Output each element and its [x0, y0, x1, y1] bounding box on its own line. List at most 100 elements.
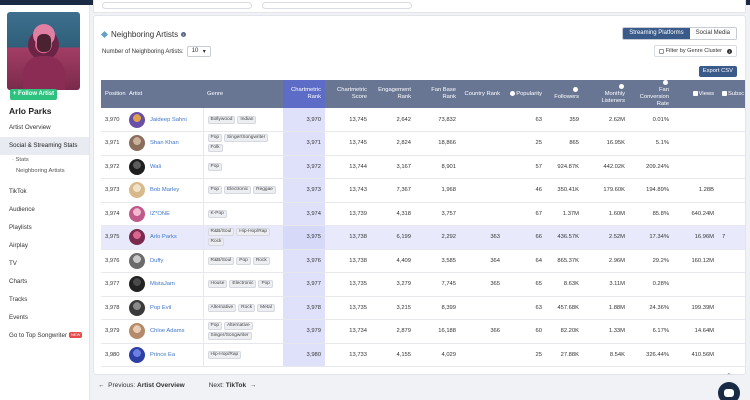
artist-link[interactable]: Pop Evil [150, 304, 172, 311]
col-header-chartmetric-rank[interactable]: Chartmetric Rank [283, 80, 325, 109]
table-row[interactable]: 3,971 Shan Khan Pop Singer/Songwriter Folk 3,… [101, 131, 745, 156]
cell-chartmetric-rank: 3,977 [283, 272, 325, 297]
sidebar-item-playlists[interactable]: Playlists [9, 224, 32, 231]
cell-position: 3,979 [101, 319, 125, 344]
col-header-chartmetric-score[interactable]: Chartmetric Score [337, 87, 367, 101]
col-header-fan-conversion-rate[interactable]: Fan Conversion Rate [629, 80, 673, 108]
strip-field[interactable] [102, 2, 252, 9]
table-row[interactable]: 3,979 Chloe Adams Pop Alternative Singer/Son… [101, 319, 745, 344]
cell-engagement-rank: 2,642 [371, 108, 415, 133]
artist-link[interactable]: Wali [150, 163, 162, 170]
col-header-position[interactable]: Position [105, 90, 126, 97]
artist-thumbnail[interactable] [129, 229, 145, 246]
artist-link[interactable]: Jaideep Sahni [150, 116, 187, 123]
cell-views: 14.64M [673, 319, 718, 344]
cell-chartmetric-rank: 3,970 [283, 108, 325, 133]
artist-link[interactable]: Bob Marley [150, 187, 180, 194]
col-header-engagement-rank[interactable]: Engagement Rank [378, 87, 411, 101]
neighbor-count-select[interactable]: 10 ▾ [186, 46, 211, 57]
artist-thumbnail[interactable] [129, 323, 145, 340]
cell-engagement-rank: 3,215 [371, 296, 415, 321]
follow-artist-button[interactable]: + Follow Artist [10, 89, 57, 100]
artist-thumbnail[interactable] [129, 182, 145, 199]
cell-genre: R&B/Soul Pop Rock [203, 249, 283, 274]
cell-fan-conversion-rate: 209.24% [629, 155, 673, 180]
col-header-country-rank[interactable]: Country Rank [464, 90, 500, 97]
sidebar-item-events[interactable]: Events [9, 314, 28, 321]
artist-link[interactable]: Chloe Adams [150, 328, 185, 335]
info-icon[interactable]: i [181, 32, 187, 38]
table-row[interactable]: 3,975 Arlo Parks R&B/Soul Hip-Hop/Rap Rock 3,… [101, 225, 745, 250]
sidebar-item-social-streaming-stats[interactable]: Social & Streaming Stats [0, 137, 89, 155]
artist-link[interactable]: Arlo Parks [150, 234, 177, 241]
artist-thumbnail[interactable] [129, 158, 145, 175]
table-row[interactable]: 3,977 MistaJam House Electronic Pop 3,977 13,7… [101, 272, 745, 297]
table-row[interactable]: 3,970 Jaideep Sahni Bollywood Indian 3,970 13… [101, 108, 745, 133]
col-header-views[interactable]: Views [673, 80, 718, 108]
cell-genre: Pop Electronic Reggae [203, 178, 283, 203]
export-csv-button[interactable]: Export CSV [698, 66, 737, 77]
cell-subscribers [718, 202, 745, 227]
col-header-monthly-listeners[interactable]: Monthly Listeners [583, 80, 629, 108]
genre-cluster-filter[interactable]: Filter by Genre Cluster i [653, 45, 737, 57]
cell-chartmetric-rank: 3,976 [283, 249, 325, 274]
tab-social-media[interactable]: Social Media [689, 28, 736, 39]
cell-chartmetric-score: 13,743 [325, 178, 371, 203]
tab-streaming-platforms[interactable]: Streaming Platforms [623, 28, 690, 39]
col-header-followers[interactable]: Followers [546, 80, 583, 108]
chat-support-button[interactable] [718, 382, 740, 400]
scroll-to-top-icon[interactable]: ⌃ [726, 373, 732, 380]
genre-tag: Pop [207, 186, 223, 195]
table-row[interactable]: 3,973 Bob Marley Pop Electronic Reggae 3,973 1… [101, 178, 745, 203]
cell-fan-base-rank: 8,399 [415, 296, 460, 321]
spotify-icon [573, 87, 578, 92]
artist-link[interactable]: Shan Khan [150, 140, 179, 147]
sidebar-item-tiktok[interactable]: TikTok [9, 188, 27, 195]
table-row[interactable]: 3,976 Duffy R&B/Soul Pop Rock 3,976 13,738 4,40… [101, 249, 745, 274]
sidebar-item-airplay[interactable]: Airplay [9, 242, 28, 249]
cell-chartmetric-rank: 3,973 [283, 178, 325, 203]
artist-thumbnail[interactable] [129, 346, 145, 363]
table-row[interactable]: 3,978 Pop Evil Alternative Rock Metal 3,978 13… [101, 296, 745, 321]
col-header-artist[interactable]: Artist [129, 90, 143, 97]
table-row[interactable]: 3,980 Prince Ea Hip-Hop/Rap 3,980 13,733 4,15… [101, 343, 745, 368]
artist-thumbnail[interactable] [129, 135, 145, 152]
sidebar-item-audience[interactable]: Audience [9, 206, 35, 213]
strip-field[interactable] [262, 2, 412, 9]
artist-link[interactable]: IZ*ONE [150, 210, 170, 217]
col-header-fan-base-rank[interactable]: Fan Base Rank [431, 87, 456, 101]
cell-chartmetric-score: 13,744 [325, 155, 371, 180]
table-row[interactable]: 3,972 Wali Pop 3,972 13,744 3,167 8,901 57 924.8… [101, 155, 745, 180]
previous-section-link[interactable]: ← Previous: Artist Overview [98, 382, 185, 389]
artist-link[interactable]: MistaJam [150, 281, 175, 288]
sidebar-item-tracks[interactable]: Tracks [9, 296, 28, 303]
sidebar-subitem-stats[interactable]: · Stats [12, 157, 29, 163]
info-icon[interactable]: i [727, 48, 732, 54]
cell-popularity: 67 [504, 202, 546, 227]
filter-checkbox[interactable] [658, 48, 664, 54]
cell-artist: Wali [125, 155, 204, 180]
cell-engagement-rank: 6,199 [371, 225, 415, 250]
col-header-genre[interactable]: Genre [207, 90, 224, 97]
artist-link[interactable]: Prince Ea [150, 351, 176, 358]
artist-thumbnail[interactable] [129, 111, 145, 128]
artist-link[interactable]: Duffy [150, 257, 164, 264]
sidebar-item-tv[interactable]: TV [9, 260, 17, 267]
cell-genre: K-Pop [203, 202, 283, 227]
artist-thumbnail[interactable] [129, 276, 145, 293]
artist-thumbnail[interactable] [129, 252, 145, 269]
next-section-link[interactable]: Next: TikTok → [208, 382, 257, 389]
cell-fan-base-rank: 73,832 [415, 108, 460, 133]
cell-genre: Alternative Rock Metal [203, 296, 283, 321]
col-header-popularity[interactable]: Popularity [504, 80, 546, 108]
sidebar-item-artist-overview[interactable]: Artist Overview [9, 124, 51, 131]
cell-fan-base-rank: 2,292 [415, 225, 460, 250]
artist-thumbnail[interactable] [129, 299, 145, 316]
sidebar-item-top-songwriter[interactable]: Go to Top Songwriter NEW [9, 332, 83, 339]
cell-views: 410.56M [673, 343, 718, 368]
artist-thumbnail[interactable] [129, 205, 145, 222]
sidebar-subitem-neighboring-artists[interactable]: Neighboring Artists [16, 168, 65, 174]
sidebar-item-charts[interactable]: Charts [9, 278, 28, 285]
col-header-subscribers[interactable]: Subsc [718, 80, 745, 108]
table-row[interactable]: 3,974 IZ*ONE K-Pop 3,974 13,739 4,318 3,757 67 1… [101, 202, 745, 227]
